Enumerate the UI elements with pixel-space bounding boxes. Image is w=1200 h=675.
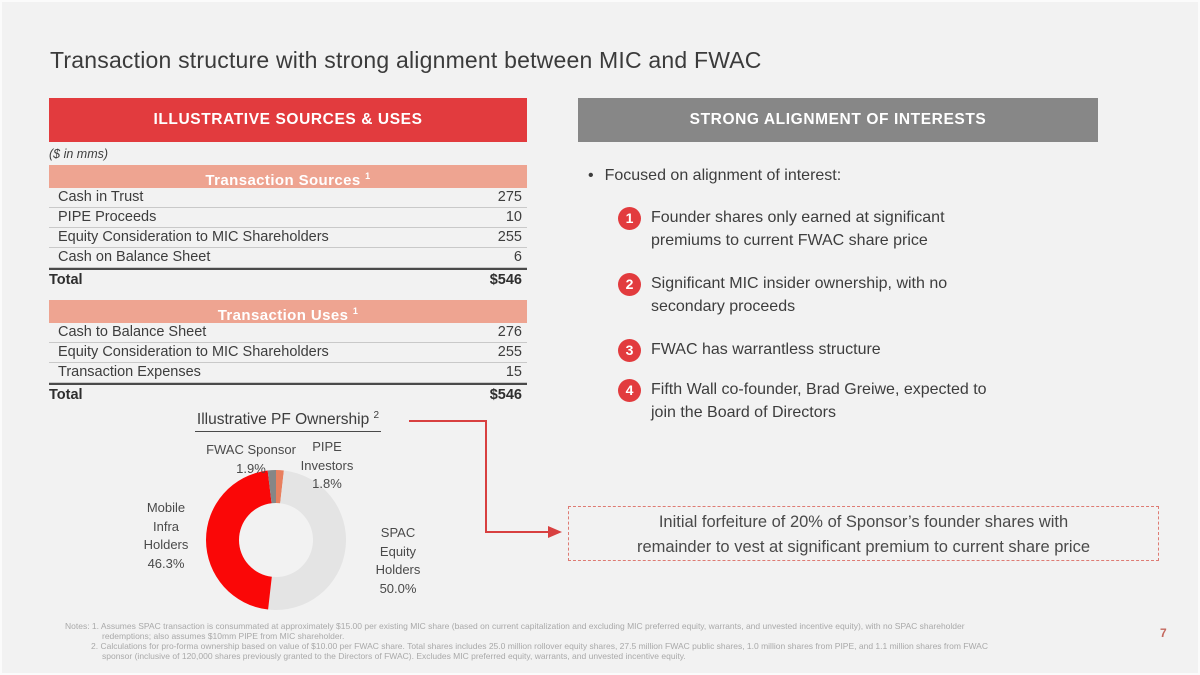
alignment-banner: STRONG ALIGNMENT OF INTERESTS bbox=[578, 98, 1098, 142]
item-text: Significant MIC insider ownership, with … bbox=[651, 272, 1088, 318]
slice-label-line: Holders bbox=[375, 562, 421, 577]
item-line: FWAC has warrantless structure bbox=[651, 341, 881, 358]
footnote-line: 2. Calculations for pro-forma ownership … bbox=[91, 641, 988, 651]
arrowhead-icon bbox=[548, 526, 562, 538]
chart-title-text: Illustrative PF Ownership bbox=[196, 411, 370, 429]
sources-total-row: Total $546 bbox=[49, 268, 527, 289]
total-value: $546 bbox=[489, 387, 522, 403]
row-label: PIPE Proceeds bbox=[58, 209, 157, 225]
slice-label-fwac-sponsor: FWAC Sponsor 1.9% bbox=[196, 441, 306, 478]
row-value: 10 bbox=[505, 209, 522, 225]
row-label: Cash on Balance Sheet bbox=[58, 249, 211, 265]
row-value: 275 bbox=[497, 189, 522, 205]
slice-label-line: Holders bbox=[143, 537, 189, 552]
item-text: Fifth Wall co-founder, Brad Greiwe, expe… bbox=[651, 378, 1088, 424]
transaction-uses-table: Cash to Balance Sheet 276 Equity Conside… bbox=[49, 323, 527, 404]
slice-label-line: Investors bbox=[300, 457, 354, 473]
table-row: Transaction Expenses 15 bbox=[49, 363, 527, 383]
item-text: Founder shares only earned at significan… bbox=[651, 206, 1088, 252]
row-label: Equity Consideration to MIC Shareholders bbox=[58, 344, 329, 360]
transaction-sources-header-label: Transaction Sources bbox=[205, 172, 361, 189]
slice-pct: 46.3% bbox=[147, 555, 185, 571]
transaction-uses-header: Transaction Uses 1 bbox=[49, 300, 527, 324]
table-row: Equity Consideration to MIC Shareholders… bbox=[49, 228, 527, 248]
footnote-marker-1: 1 bbox=[352, 306, 359, 316]
footnote-line: redemptions; also assumes $10mm PIPE fro… bbox=[102, 631, 345, 641]
page-number: 7 bbox=[1160, 626, 1167, 640]
slice-label-line: PIPE bbox=[312, 439, 342, 454]
table-row: PIPE Proceeds 10 bbox=[49, 208, 527, 228]
row-label: Transaction Expenses bbox=[58, 364, 201, 380]
callout-line: remainder to vest at significant premium… bbox=[636, 538, 1091, 556]
alignment-item-2: 2 Significant MIC insider ownership, wit… bbox=[618, 272, 1088, 318]
slice-pct: 1.9% bbox=[236, 460, 266, 476]
chart-title: Illustrative PF Ownership 2 bbox=[49, 410, 527, 433]
slice-label-pipe-investors: PIPE Investors 1.8% bbox=[294, 438, 360, 494]
transaction-sources-table: Cash in Trust 275 PIPE Proceeds 10 Equit… bbox=[49, 188, 527, 289]
footnote-marker-1: 1 bbox=[365, 171, 371, 181]
donut-slice bbox=[268, 470, 346, 610]
slice-pct: 50.0% bbox=[379, 580, 417, 596]
number-badge: 3 bbox=[618, 339, 641, 362]
page-title: Transaction structure with strong alignm… bbox=[50, 47, 762, 73]
slice-label-spac-equity: SPAC Equity Holders 50.0% bbox=[357, 524, 439, 598]
donut-slice bbox=[267, 470, 276, 504]
ownership-donut-chart bbox=[205, 470, 346, 610]
footnote-marker-2: 2 bbox=[373, 410, 380, 421]
number-badge: 2 bbox=[618, 273, 641, 296]
number-badge: 1 bbox=[618, 207, 641, 230]
alignment-bullet: • Focused on alignment of interest: bbox=[588, 167, 841, 185]
footnote-line: sponsor (inclusive of 120,000 shares pre… bbox=[102, 651, 686, 661]
row-value: 255 bbox=[497, 229, 522, 245]
total-label: Total bbox=[49, 387, 83, 403]
alignment-item-4: 4 Fifth Wall co-founder, Brad Greiwe, ex… bbox=[618, 378, 1088, 424]
row-label: Cash to Balance Sheet bbox=[58, 324, 207, 340]
slice-label-line: SPAC bbox=[380, 525, 416, 540]
row-value: 255 bbox=[497, 344, 522, 360]
bullet-text: Focused on alignment of interest: bbox=[604, 167, 842, 184]
row-label: Equity Consideration to MIC Shareholders bbox=[58, 229, 329, 245]
row-value: 15 bbox=[505, 364, 522, 380]
item-line: secondary proceeds bbox=[651, 298, 796, 315]
row-value: 276 bbox=[497, 324, 522, 340]
number-badge: 4 bbox=[618, 379, 641, 402]
footnotes: Notes: 1. Assumes SPAC transaction is co… bbox=[65, 621, 988, 661]
sources-uses-banner: ILLUSTRATIVE SOURCES & USES bbox=[49, 98, 527, 142]
item-line: premiums to current FWAC share price bbox=[651, 232, 928, 249]
transaction-uses-header-label: Transaction Uses bbox=[217, 307, 349, 324]
bullet-icon: • bbox=[588, 167, 594, 184]
alignment-item-1: 1 Founder shares only earned at signific… bbox=[618, 206, 1088, 252]
row-value: 6 bbox=[513, 249, 522, 265]
alignment-item-3: 3 FWAC has warrantless structure bbox=[618, 338, 1088, 362]
units-note: ($ in mms) bbox=[49, 147, 109, 161]
slice-label-mobile-infra: Mobile Infra Holders 46.3% bbox=[126, 499, 206, 573]
transaction-sources-header: Transaction Sources 1 bbox=[49, 165, 527, 189]
footnote-line: Notes: 1. Assumes SPAC transaction is co… bbox=[65, 621, 965, 631]
callout-line: Initial forfeiture of 20% of Sponsor’s f… bbox=[658, 513, 1069, 531]
total-label: Total bbox=[49, 272, 83, 288]
item-line: join the Board of Directors bbox=[651, 404, 836, 421]
item-text: FWAC has warrantless structure bbox=[651, 338, 1088, 361]
item-line: Fifth Wall co-founder, Brad Greiwe, expe… bbox=[651, 381, 987, 398]
row-label: Cash in Trust bbox=[58, 189, 144, 205]
table-row: Cash in Trust 275 bbox=[49, 188, 527, 208]
table-row: Equity Consideration to MIC Shareholders… bbox=[49, 343, 527, 363]
donut-slice bbox=[205, 470, 272, 610]
slice-label-line: Mobile bbox=[146, 500, 186, 515]
slice-pct: 1.8% bbox=[312, 476, 342, 491]
slice-label-line: Infra bbox=[152, 518, 179, 534]
uses-total-row: Total $546 bbox=[49, 383, 527, 404]
slice-label-line: Equity bbox=[379, 543, 417, 559]
slice-label-line: FWAC Sponsor bbox=[206, 442, 296, 457]
total-value: $546 bbox=[489, 272, 522, 288]
item-line: Significant MIC insider ownership, with … bbox=[651, 275, 948, 292]
donut-slice bbox=[276, 470, 284, 504]
table-row: Cash to Balance Sheet 276 bbox=[49, 323, 527, 343]
table-row: Cash on Balance Sheet 6 bbox=[49, 248, 527, 268]
forfeiture-callout-box: Initial forfeiture of 20% of Sponsor’s f… bbox=[568, 506, 1159, 561]
item-line: Founder shares only earned at significan… bbox=[651, 209, 945, 226]
